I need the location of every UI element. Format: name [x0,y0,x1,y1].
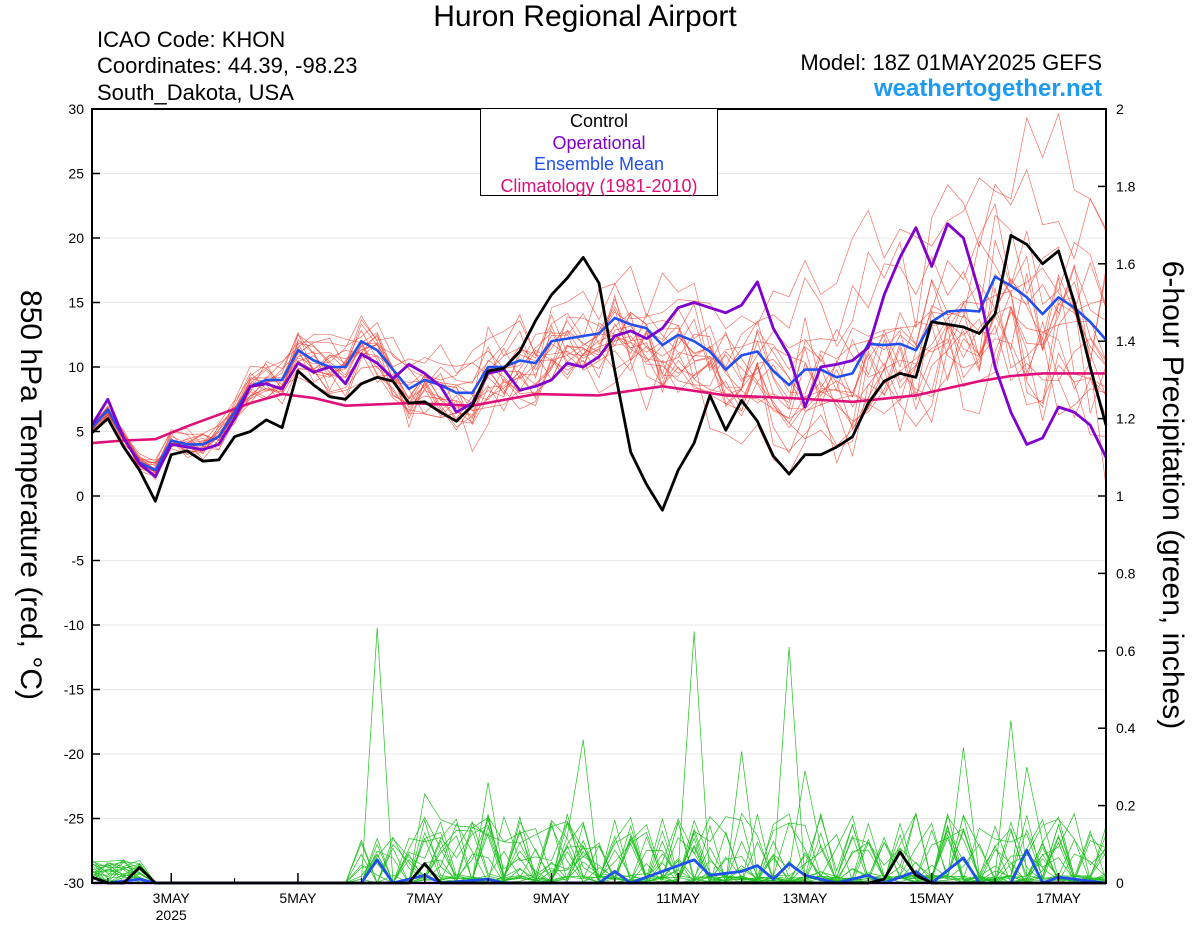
x-tick-label: 11MAY [656,890,700,906]
ensemble-temperature-line [92,168,1106,474]
y-right-tick-label: 0.2 [1116,798,1136,814]
coordinates: Coordinates: 44.39, -98.23 [97,53,358,78]
y-right-tick-label: 1.4 [1116,333,1136,349]
y-left-tick-label: -5 [72,553,85,569]
y-left-tick-label: 15 [68,295,84,311]
y-right-tick-label: 0.8 [1116,565,1136,581]
icao-code: ICAO Code: KHON [97,27,286,52]
x-tick-label: 5MAY [279,890,317,906]
x-tick-label: 9MAY [533,890,571,906]
y-left-tick-label: 25 [68,166,84,182]
control-precip-line [91,850,1106,885]
ensemble-temperature-line [92,214,1106,464]
y-left-tick-label: 10 [68,359,84,375]
ensemble-temperature-line [92,290,1106,474]
x-tick-label: 13MAY [783,890,829,906]
y-left-tick-label: -30 [64,875,84,891]
ensemble-temperature-line [92,304,1106,476]
y-right-tick-label: 1.8 [1116,178,1136,194]
y-right-tick-label: 1.2 [1116,411,1136,427]
operational-temperature-line [90,222,1108,478]
y-right-tick-label: 0.4 [1116,720,1136,736]
ensemble-precip-line [92,751,1106,883]
ensemble-precip-line [92,646,1106,883]
y-axis-left-label: 850 hPa Temperature (red, °C) [14,290,47,700]
y-right-tick-label: 1 [1116,488,1124,504]
location: South_Dakota, USA [97,80,294,105]
y-right-tick-label: 0 [1116,875,1124,891]
mean-temperature-line [91,275,1107,472]
x-tick-label: 3MAY [153,890,191,906]
y-left-tick-label: -25 [64,811,84,827]
legend-mean: Ensemble Mean [533,154,665,174]
control-temperature-line [91,234,1108,512]
ensemble-temperature-line [92,240,1106,477]
legend-control: Control [569,111,629,131]
ensemble-temperature-line [92,287,1106,468]
ensemble-precip-line [92,813,1106,883]
ensemble-precip-line [92,812,1106,883]
ensemble-precip-line [92,747,1106,883]
x-tick-sublabel: 2025 [156,907,187,923]
x-tick-label: 7MAY [406,890,444,906]
legend: Control Operational Ensemble Mean Climat… [480,108,718,196]
ensemble-temperature-line [92,267,1106,473]
ensemble-temperature-line [92,274,1106,481]
y-left-tick-label: 20 [68,230,84,246]
y-right-tick-label: 0.6 [1116,643,1136,659]
chart-title: Huron Regional Airport [433,0,737,33]
y-left-tick-label: -10 [64,617,84,633]
model-info: Model: 18Z 01MAY2025 GEFS [800,50,1102,75]
mean-precip-line [91,848,1107,885]
ensemble-temperature-line [92,281,1106,470]
y-axis-right-label: 6-hour Precipitation (green, inches) [1156,260,1189,730]
y-right-tick-label: 1.6 [1116,256,1136,272]
ensemble-temperature-line [92,273,1106,472]
ensemble-temperature-line [92,203,1106,471]
y-left-tick-label: 0 [76,488,84,504]
y-right-tick-label: 2 [1116,101,1124,117]
y-left-tick-label: 30 [68,101,84,117]
y-left-tick-label: -20 [64,746,84,762]
legend-climatology: Climatology (1981-2010) [500,175,698,196]
ensemble-precip-line [92,739,1106,883]
y-left-tick-label: -15 [64,682,84,698]
ensemble-temperature-line [92,279,1106,466]
x-tick-label: 17MAY [1036,890,1082,906]
legend-operational: Operational [552,132,646,153]
ensemble-precip-line [92,815,1106,883]
climatology-temperature-line [91,372,1106,445]
y-left-tick-label: 5 [76,424,84,440]
site-link[interactable]: weathertogether.net [873,75,1102,102]
x-tick-label: 15MAY [909,890,955,906]
ensemble-temperature-line [92,306,1106,473]
